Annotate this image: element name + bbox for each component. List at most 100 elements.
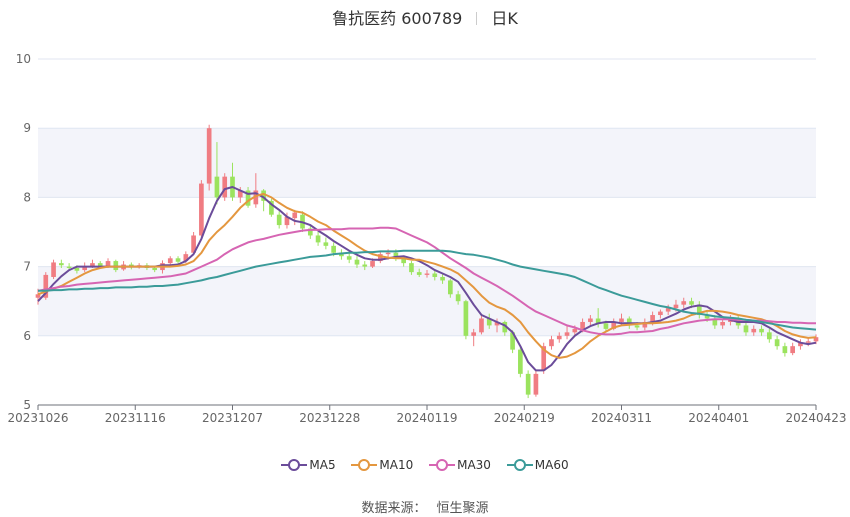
candle-body bbox=[463, 301, 469, 336]
candle-body bbox=[658, 311, 663, 316]
candle-body bbox=[59, 263, 64, 266]
legend-label-ma60: MA60 bbox=[534, 458, 569, 472]
candle-body bbox=[580, 321, 585, 329]
legend-item-ma30[interactable]: MA30 bbox=[429, 458, 491, 472]
candlestick-chart: 5 6 7 8 9 10 20231026 20231116 20231207 20231228… bbox=[7, 52, 847, 425]
candle-body bbox=[409, 263, 414, 273]
x-tick-label: 20231228 bbox=[299, 411, 360, 425]
candle-body bbox=[129, 264, 134, 267]
chart-title-stock: 鲁抗医药 600789 bbox=[332, 9, 463, 28]
candle-body bbox=[323, 242, 329, 246]
candle-body bbox=[541, 346, 547, 371]
y-tick-label: 6 bbox=[23, 329, 31, 343]
candle-body bbox=[689, 301, 694, 305]
candle-body bbox=[331, 245, 336, 253]
candle-body bbox=[525, 373, 531, 395]
candle-body bbox=[440, 276, 445, 281]
ma-line-ma10 bbox=[37, 192, 817, 359]
candle-body bbox=[572, 328, 578, 333]
y-tick-label: 8 bbox=[23, 190, 31, 204]
candle-body bbox=[245, 190, 251, 206]
candle-body bbox=[798, 342, 803, 347]
candle-body bbox=[432, 273, 438, 277]
y-tick-label: 10 bbox=[16, 52, 31, 66]
y-tick-label: 5 bbox=[23, 398, 31, 412]
x-tick-label: 20231207 bbox=[202, 411, 263, 425]
candle-body bbox=[199, 183, 204, 236]
candle-body bbox=[416, 272, 422, 275]
candle-body bbox=[448, 280, 453, 295]
title-separator bbox=[476, 12, 478, 25]
legend-label-ma30: MA30 bbox=[457, 458, 491, 472]
y-axis: 5 6 7 8 9 10 bbox=[16, 52, 31, 412]
candle-body bbox=[362, 264, 368, 267]
candle-body bbox=[564, 332, 570, 336]
candle-body bbox=[665, 308, 671, 312]
candle-body bbox=[494, 321, 500, 326]
x-axis: 20231026 20231116 20231207 20231228 20240119… bbox=[7, 404, 847, 425]
chart-title: 鲁抗医药 600789 日K bbox=[0, 5, 850, 28]
candle-body bbox=[619, 318, 624, 322]
candle-body bbox=[43, 274, 49, 298]
candle-body bbox=[35, 294, 41, 298]
x-tick-label: 20240219 bbox=[494, 411, 555, 425]
candle-body bbox=[510, 332, 515, 350]
candle-body bbox=[751, 328, 757, 333]
candle-body bbox=[712, 318, 718, 326]
y-tick-label: 7 bbox=[23, 260, 31, 274]
candle-body bbox=[650, 315, 655, 322]
candle-body bbox=[743, 325, 749, 333]
legend-label-ma5: MA5 bbox=[309, 458, 336, 472]
legend-item-ma10[interactable]: MA10 bbox=[351, 458, 413, 472]
chart-bands bbox=[38, 128, 816, 336]
candle-body bbox=[393, 252, 399, 259]
candle-body bbox=[82, 266, 88, 271]
candle-body bbox=[774, 339, 780, 347]
chart-gridlines bbox=[38, 58, 816, 406]
grid-band bbox=[38, 128, 816, 198]
ma-line-ma30 bbox=[37, 226, 816, 336]
data-source: 数据来源： 恒生聚源 bbox=[0, 497, 850, 516]
legend-item-ma5[interactable]: MA5 bbox=[281, 458, 336, 472]
candle-body bbox=[315, 235, 321, 243]
x-tick-label: 20231116 bbox=[105, 411, 166, 425]
candle-body bbox=[479, 318, 484, 333]
candle-body bbox=[97, 263, 103, 267]
candle-body bbox=[720, 321, 725, 326]
candle-body bbox=[191, 235, 196, 253]
candle-body bbox=[66, 266, 72, 268]
candle-body bbox=[214, 176, 220, 198]
candle-body bbox=[90, 263, 95, 267]
candle-body bbox=[261, 190, 266, 201]
candle-body bbox=[518, 349, 523, 374]
legend-marker-ma5 bbox=[281, 459, 308, 471]
candle-body bbox=[696, 304, 702, 316]
candle-body bbox=[269, 200, 274, 215]
candle-body bbox=[611, 321, 617, 329]
candle-body bbox=[346, 256, 352, 260]
candle-body bbox=[74, 267, 80, 271]
candle-body bbox=[175, 258, 181, 262]
candle-body bbox=[634, 325, 640, 328]
candle-body bbox=[385, 252, 391, 255]
candle-body bbox=[222, 176, 228, 198]
candle-body bbox=[471, 332, 477, 336]
source-value: 恒生聚源 bbox=[436, 501, 489, 516]
candle-body bbox=[533, 373, 539, 395]
legend-marker-ma30 bbox=[429, 459, 456, 471]
x-tick-label: 20231026 bbox=[7, 411, 68, 425]
legend-label-ma10: MA10 bbox=[379, 458, 414, 472]
candle-body bbox=[307, 228, 313, 236]
x-tick-label: 20240119 bbox=[396, 411, 457, 425]
candle-body bbox=[284, 216, 290, 226]
candle-body bbox=[673, 304, 679, 309]
candle-body bbox=[206, 128, 212, 184]
candle-body bbox=[183, 254, 189, 262]
legend-item-ma60[interactable]: MA60 bbox=[506, 458, 569, 472]
candle-body bbox=[455, 294, 461, 302]
moving-average-lines bbox=[37, 186, 817, 372]
legend-marker-ma10 bbox=[351, 459, 378, 471]
candle-body bbox=[626, 318, 632, 326]
x-tick-label: 20240423 bbox=[785, 411, 846, 425]
candle-body bbox=[370, 261, 375, 267]
